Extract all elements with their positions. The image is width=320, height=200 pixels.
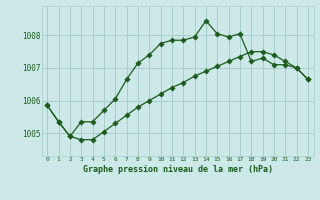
X-axis label: Graphe pression niveau de la mer (hPa): Graphe pression niveau de la mer (hPa)	[83, 165, 273, 174]
